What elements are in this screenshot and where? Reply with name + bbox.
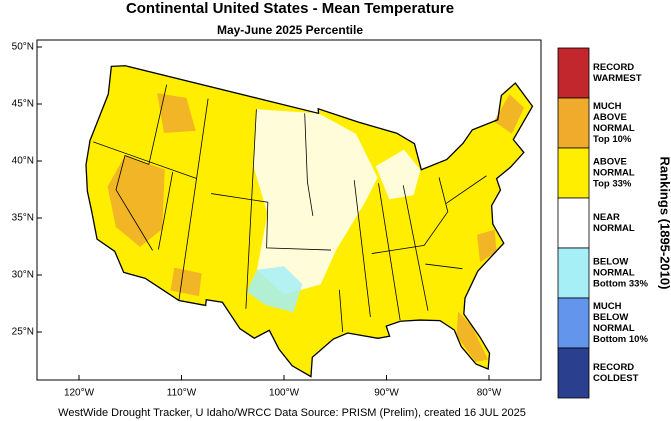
map-frame (36, 39, 542, 381)
legend-label: RECORD (593, 62, 634, 73)
temperature-region (456, 311, 488, 362)
legend-label: BELOW (593, 312, 628, 323)
lon-label: 90°W (374, 388, 399, 399)
legend-label: NORMAL (593, 168, 635, 179)
temperature-region (107, 155, 165, 247)
temperature-region (494, 94, 524, 134)
legend-swatch (557, 147, 590, 199)
state-line (304, 113, 314, 217)
map (85, 65, 534, 378)
state-line (245, 109, 257, 309)
legend-label: ABOVE (593, 112, 627, 123)
legend-label: ABOVE (593, 157, 627, 168)
lat-label: 30°N (12, 270, 34, 281)
lon-label: 80°W (477, 388, 502, 399)
legend-swatch (557, 297, 590, 349)
legend-swatch (557, 97, 590, 149)
legend-label: BELOW (593, 257, 628, 268)
legend-label: Bottom 10% (593, 334, 648, 345)
lat-label: 45°N (12, 99, 34, 110)
us-border (85, 65, 534, 378)
legend-label: COLDEST (593, 373, 639, 384)
legend-label: MUCH (593, 101, 622, 112)
lon-label: 110°W (167, 388, 197, 399)
lat-label: 50°N (12, 42, 34, 53)
legend-label: NORMAL (593, 123, 635, 134)
temperature-region (477, 229, 497, 263)
state-line (93, 141, 197, 179)
legend-label: MUCH (593, 301, 622, 312)
lon-label: 100°W (269, 388, 300, 399)
state-line (425, 263, 463, 270)
lon-label: 120°W (64, 388, 95, 399)
legend-label: NORMAL (593, 268, 635, 279)
state-line (402, 185, 429, 311)
legend-label: RECORD (593, 362, 634, 373)
temperature-region (375, 149, 421, 200)
state-line (353, 180, 371, 318)
legend-label: Bottom 33% (593, 279, 648, 290)
subtitle: May-June 2025 Percentile (217, 23, 363, 37)
state-line (445, 175, 487, 205)
state-line (378, 183, 401, 321)
lat-label: 25°N (12, 327, 34, 338)
legend-label: Top 10% (593, 134, 632, 145)
footer: WestWide Drought Tracker, U Idaho/WRCC D… (58, 407, 526, 419)
legend-label: WARMEST (593, 73, 642, 84)
legend-label: NORMAL (593, 323, 635, 334)
legend-swatch (557, 197, 590, 249)
temperature-region (170, 267, 202, 297)
state-line (211, 193, 331, 251)
legend-swatch (557, 47, 590, 99)
legend-label: NEAR (593, 212, 620, 223)
legend-swatch (557, 247, 590, 299)
temperature-region (246, 266, 303, 313)
state-line (158, 171, 174, 250)
legend-label: NORMAL (593, 223, 635, 234)
legend-swatch (557, 347, 590, 399)
lat-label: 40°N (12, 156, 34, 167)
title: Continental United States - Mean Tempera… (126, 0, 454, 17)
lat-label: 35°N (12, 213, 34, 224)
legend-title: Rankings (1895-2010) (658, 157, 671, 290)
legend-label: Top 33% (593, 179, 632, 190)
state-line (178, 98, 209, 301)
temperature-region (157, 93, 196, 133)
state-line (371, 177, 449, 254)
state-line (115, 84, 168, 251)
state-line (338, 289, 344, 333)
